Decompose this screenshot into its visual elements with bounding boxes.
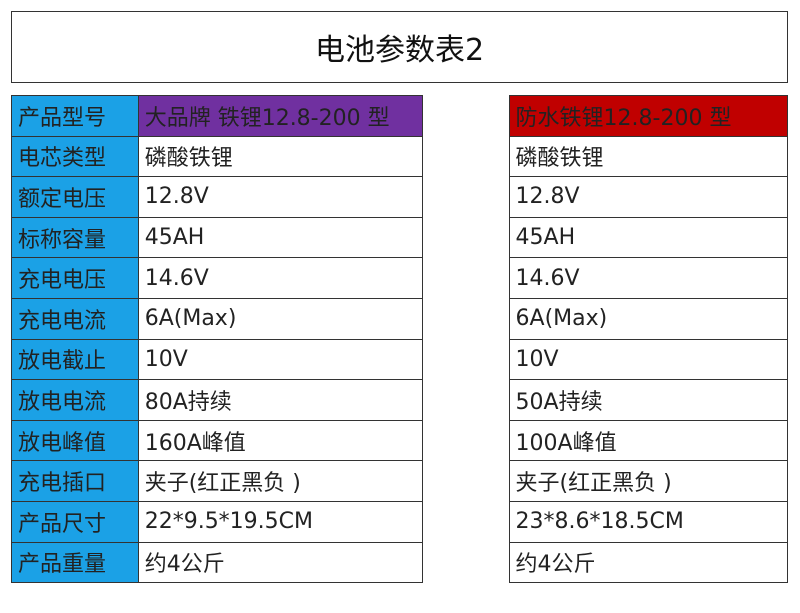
product-a-header: 大品牌 铁锂12.8-200 型: [137, 95, 424, 137]
column-gap: [422, 217, 510, 258]
column-gap: [422, 298, 510, 340]
table-row: 充电电流 6A(Max) 6A(Max): [11, 297, 789, 340]
column-gap: [422, 136, 510, 177]
product-b-value: 100A峰值: [508, 419, 789, 462]
row-label: 电芯类型: [11, 135, 139, 178]
product-a-value: 6A(Max): [137, 297, 424, 340]
product-b-value: 23*8.6*18.5CM: [508, 500, 789, 543]
table-row: 充电电压 14.6V 14.6V: [11, 257, 789, 299]
product-b-value: 14.6V: [508, 257, 789, 299]
product-b-value: 约4公斤: [508, 541, 789, 584]
product-a-value: 10V: [137, 338, 424, 381]
column-gap: [422, 420, 510, 461]
column-gap: [422, 257, 510, 299]
product-b-value: 6A(Max): [508, 297, 789, 340]
row-label: 放电截止: [11, 338, 139, 381]
column-gap: [422, 176, 510, 218]
row-label: 标称容量: [11, 216, 139, 259]
product-a-value: 14.6V: [137, 257, 424, 299]
spec-sheet: 电池参数表2 产品型号 大品牌 铁锂12.8-200 型 防水铁锂12.8-20…: [11, 11, 789, 606]
column-gap: [422, 95, 510, 137]
product-b-value: 夹子(红正黑负 ): [508, 460, 789, 502]
product-b-value: 10V: [508, 338, 789, 381]
product-a-value: 22*9.5*19.5CM: [137, 500, 424, 543]
product-a-value: 磷酸铁锂: [137, 135, 424, 178]
product-b-value: 50A持续: [508, 379, 789, 421]
row-label: 产品尺寸: [11, 500, 139, 543]
table-header-row: 产品型号 大品牌 铁锂12.8-200 型 防水铁锂12.8-200 型: [11, 95, 789, 137]
table-row: 电芯类型 磷酸铁锂 磷酸铁锂: [11, 135, 789, 178]
column-gap: [422, 460, 510, 502]
row-label: 产品重量: [11, 541, 139, 584]
table-row: 充电插口 夹子(红正黑负 ) 夹子(红正黑负 ): [11, 460, 789, 502]
table-row: 标称容量 45AH 45AH: [11, 216, 789, 259]
table-row: 放电峰值 160A峰值 100A峰值: [11, 419, 789, 462]
column-gap: [422, 501, 510, 543]
header-label-cell: 产品型号: [11, 95, 139, 137]
product-a-value: 约4公斤: [137, 541, 424, 584]
table-row: 产品尺寸 22*9.5*19.5CM 23*8.6*18.5CM: [11, 500, 789, 543]
table-row: 放电电流 80A持续 50A持续: [11, 379, 789, 421]
row-label: 充电电流: [11, 297, 139, 340]
spec-table: 产品型号 大品牌 铁锂12.8-200 型 防水铁锂12.8-200 型 电芯类…: [11, 95, 789, 584]
product-a-value: 160A峰值: [137, 419, 424, 462]
column-gap: [422, 339, 510, 380]
table-row: 额定电压 12.8V 12.8V: [11, 176, 789, 218]
product-a-value: 12.8V: [137, 176, 424, 218]
page-title: 电池参数表2: [11, 11, 788, 83]
row-label: 放电峰值: [11, 419, 139, 462]
column-gap: [422, 379, 510, 421]
column-gap: [422, 542, 510, 583]
row-label: 充电插口: [11, 460, 139, 502]
product-b-value: 磷酸铁锂: [508, 135, 789, 178]
product-a-value: 夹子(红正黑负 ): [137, 460, 424, 502]
row-label: 充电电压: [11, 257, 139, 299]
table-row: 放电截止 10V 10V: [11, 338, 789, 381]
row-label: 额定电压: [11, 176, 139, 218]
row-label: 放电电流: [11, 379, 139, 421]
product-a-value: 80A持续: [137, 379, 424, 421]
table-row: 产品重量 约4公斤 约4公斤: [11, 541, 789, 584]
product-b-value: 45AH: [508, 216, 789, 259]
product-a-value: 45AH: [137, 216, 424, 259]
product-b-header: 防水铁锂12.8-200 型: [508, 95, 789, 137]
product-b-value: 12.8V: [508, 176, 789, 218]
